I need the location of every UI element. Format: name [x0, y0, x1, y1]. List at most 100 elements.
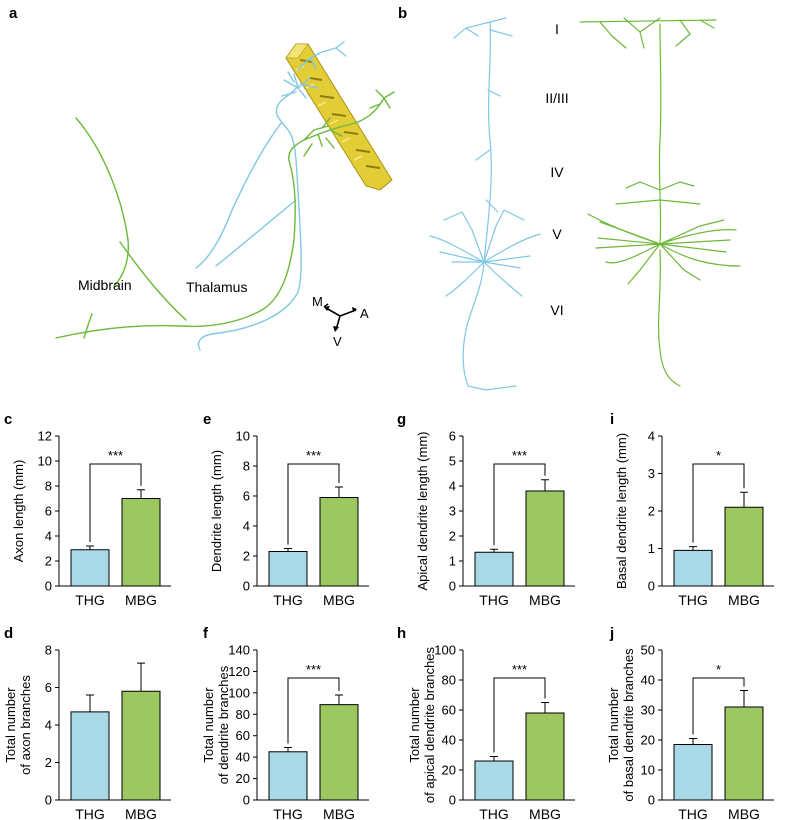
- y-tick-label: 30: [641, 703, 655, 718]
- bar-thg: [673, 549, 713, 587]
- bar-thg: [474, 760, 514, 801]
- thg-cortical-neuron: [429, 17, 541, 391]
- y-axis-label: Total number: [3, 687, 18, 763]
- significance-bracket: [493, 677, 546, 753]
- chart-panel-f: f 0 20 40 60 80 100 120 140 Total number of dendri…: [201, 625, 369, 820]
- chart-panel-c: c 0 2 4 6 8 10 12 Axon length (mm) THG MBG ***: [4, 411, 171, 608]
- mbg-cortical-neuron: [579, 17, 741, 387]
- significance-bracket: [692, 677, 745, 735]
- layer-label-6: VI: [550, 302, 563, 318]
- significance-bracket: [493, 463, 546, 546]
- bar-thg: [673, 744, 713, 801]
- layer-label-4: IV: [550, 164, 564, 180]
- y-axis-label: of basal dendrite branches: [621, 648, 636, 802]
- x-category-label: MBG: [529, 806, 561, 820]
- y-tick-label: 140: [228, 643, 250, 658]
- x-category-label: THG: [75, 592, 105, 608]
- significance-bracket: [692, 463, 745, 543]
- x-category-label: THG: [273, 806, 303, 820]
- panel-b-letter: b: [398, 5, 407, 22]
- y-tick-label: 3: [648, 466, 655, 481]
- y-tick-label: 5: [449, 454, 456, 469]
- bar-mbg: [724, 706, 764, 801]
- y-tick-label: 40: [641, 673, 655, 688]
- x-category-label: THG: [678, 592, 708, 608]
- y-axis-label: Total number: [606, 687, 621, 763]
- bar-mbg: [319, 704, 359, 801]
- y-axis-label: Total number: [407, 687, 422, 763]
- panel-g-letter: g: [397, 411, 406, 428]
- y-tick-label: 10: [38, 454, 52, 469]
- y-tick-label: 60: [236, 728, 250, 743]
- y-tick-label: 0: [449, 579, 456, 594]
- panel-f-letter: f: [203, 625, 209, 642]
- y-tick-label: 8: [45, 479, 52, 494]
- y-tick-label: 80: [442, 673, 456, 688]
- significance-marker: ***: [306, 448, 321, 463]
- y-tick-label: 10: [641, 763, 655, 778]
- y-tick-label: 12: [38, 429, 52, 444]
- x-category-label: THG: [75, 806, 105, 820]
- y-tick-label: 120: [228, 664, 250, 679]
- significance-marker: *: [716, 662, 721, 677]
- y-axis-label: of axon branches: [18, 675, 33, 775]
- x-category-label: MBG: [728, 592, 760, 608]
- compass-label-v: V: [333, 334, 342, 349]
- panel-a-letter: a: [9, 5, 18, 22]
- y-axis-label: of apical dendrite branches: [422, 646, 437, 803]
- y-tick-label: 40: [236, 750, 250, 765]
- y-tick-label: 8: [243, 459, 250, 474]
- y-tick-label: 40: [442, 733, 456, 748]
- y-tick-label: 0: [45, 579, 52, 594]
- y-tick-label: 10: [236, 429, 250, 444]
- y-tick-label: 6: [243, 489, 250, 504]
- y-tick-label: 6: [45, 504, 52, 519]
- region-label-midbrain: Midbrain: [78, 277, 132, 293]
- bar-mbg: [724, 506, 764, 587]
- y-tick-label: 20: [641, 733, 655, 748]
- bar-thg: [70, 711, 110, 801]
- region-label-thalamus: Thalamus: [186, 279, 247, 295]
- bar-mbg: [121, 690, 161, 801]
- y-tick-label: 4: [45, 718, 52, 733]
- y-axis-label: Basal dendrite length (mm): [614, 433, 629, 589]
- layer-label-2-3: II/III: [545, 90, 568, 106]
- bar-thg: [474, 551, 514, 587]
- significance-bracket: [287, 677, 340, 744]
- x-category-label: MBG: [529, 592, 561, 608]
- x-category-label: MBG: [125, 592, 157, 608]
- y-tick-label: 6: [449, 429, 456, 444]
- chart-panel-g: g 0 1 2 3 4 5 6 Apical dendrite length (mm) THG MB…: [397, 411, 575, 608]
- significance-marker: ***: [306, 662, 321, 677]
- y-tick-label: 20: [236, 771, 250, 786]
- x-category-label: THG: [479, 592, 509, 608]
- panel-h-letter: h: [397, 625, 406, 642]
- significance-bracket: [287, 463, 340, 545]
- chart-panel-j: j 0 10 20 30 40 50 Total number of basal dendrit…: [606, 625, 774, 820]
- bar-thg: [268, 751, 308, 801]
- significance-marker: ***: [108, 448, 123, 463]
- panel-c-letter: c: [4, 411, 12, 428]
- significance-marker: ***: [512, 662, 527, 677]
- cortex-atlas-slab: [285, 43, 393, 191]
- bar-thg: [268, 551, 308, 587]
- y-axis-label: Dendrite length (mm): [209, 450, 224, 572]
- chart-panel-d: d 0 2 4 6 8 Total number of axon branches THG MBG: [3, 625, 171, 820]
- y-tick-label: 4: [243, 519, 250, 534]
- significance-bracket: [89, 463, 142, 542]
- x-category-label: MBG: [323, 806, 355, 820]
- bar-mbg: [319, 497, 359, 587]
- chart-panel-i: i 0 1 2 3 4 Basal dendrite length (mm) THG MBG *: [610, 411, 774, 608]
- y-tick-label: 2: [45, 554, 52, 569]
- y-tick-label: 4: [648, 429, 655, 444]
- panel-i-letter: i: [610, 411, 614, 428]
- x-category-label: MBG: [125, 806, 157, 820]
- y-tick-label: 2: [648, 504, 655, 519]
- compass-label-a: A: [360, 306, 369, 321]
- y-tick-label: 8: [45, 643, 52, 658]
- panel-b: b I II/III IV V VI: [398, 5, 741, 391]
- x-category-label: THG: [273, 592, 303, 608]
- bar-thg: [70, 549, 110, 587]
- panel-a: a Midbrain Thalamus: [9, 5, 395, 351]
